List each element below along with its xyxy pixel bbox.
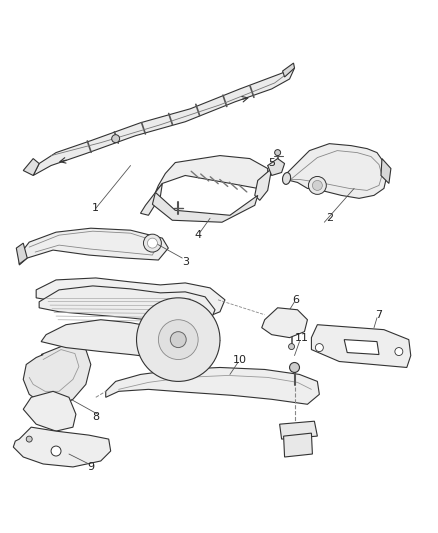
Circle shape	[137, 298, 220, 382]
Ellipse shape	[283, 173, 291, 184]
Polygon shape	[19, 228, 168, 265]
Text: 4: 4	[194, 230, 201, 240]
Circle shape	[26, 436, 32, 442]
Circle shape	[51, 446, 61, 456]
Text: 1: 1	[92, 203, 99, 213]
Polygon shape	[33, 68, 294, 175]
Circle shape	[170, 332, 186, 348]
Circle shape	[290, 362, 300, 373]
Polygon shape	[344, 340, 379, 354]
Text: 7: 7	[375, 310, 382, 320]
Circle shape	[308, 176, 326, 195]
Circle shape	[144, 234, 161, 252]
Text: 9: 9	[87, 462, 94, 472]
Text: 10: 10	[233, 354, 247, 365]
Polygon shape	[23, 158, 39, 175]
Text: 5: 5	[268, 158, 275, 167]
Polygon shape	[262, 308, 307, 337]
Text: 11: 11	[294, 333, 308, 343]
Circle shape	[112, 135, 120, 143]
Polygon shape	[39, 286, 215, 328]
Circle shape	[289, 344, 294, 350]
Circle shape	[395, 348, 403, 356]
Polygon shape	[106, 367, 319, 404]
Text: 3: 3	[182, 257, 189, 267]
Polygon shape	[23, 345, 91, 407]
Circle shape	[148, 238, 157, 248]
Polygon shape	[41, 320, 178, 358]
Text: 8: 8	[92, 412, 99, 422]
Polygon shape	[13, 427, 111, 467]
Polygon shape	[279, 421, 318, 439]
Text: 2: 2	[326, 213, 333, 223]
Text: 6: 6	[292, 295, 299, 305]
Polygon shape	[152, 192, 258, 222]
Polygon shape	[36, 278, 225, 318]
Polygon shape	[16, 243, 27, 264]
Polygon shape	[155, 156, 268, 192]
Polygon shape	[268, 158, 285, 175]
Polygon shape	[255, 168, 272, 200]
Polygon shape	[311, 325, 411, 367]
Circle shape	[312, 181, 322, 190]
Polygon shape	[23, 391, 76, 431]
Circle shape	[275, 150, 281, 156]
Polygon shape	[283, 63, 294, 77]
Polygon shape	[381, 158, 391, 183]
Polygon shape	[283, 144, 387, 198]
Circle shape	[315, 344, 323, 352]
Circle shape	[159, 320, 198, 360]
Polygon shape	[283, 433, 312, 457]
Polygon shape	[141, 183, 162, 215]
